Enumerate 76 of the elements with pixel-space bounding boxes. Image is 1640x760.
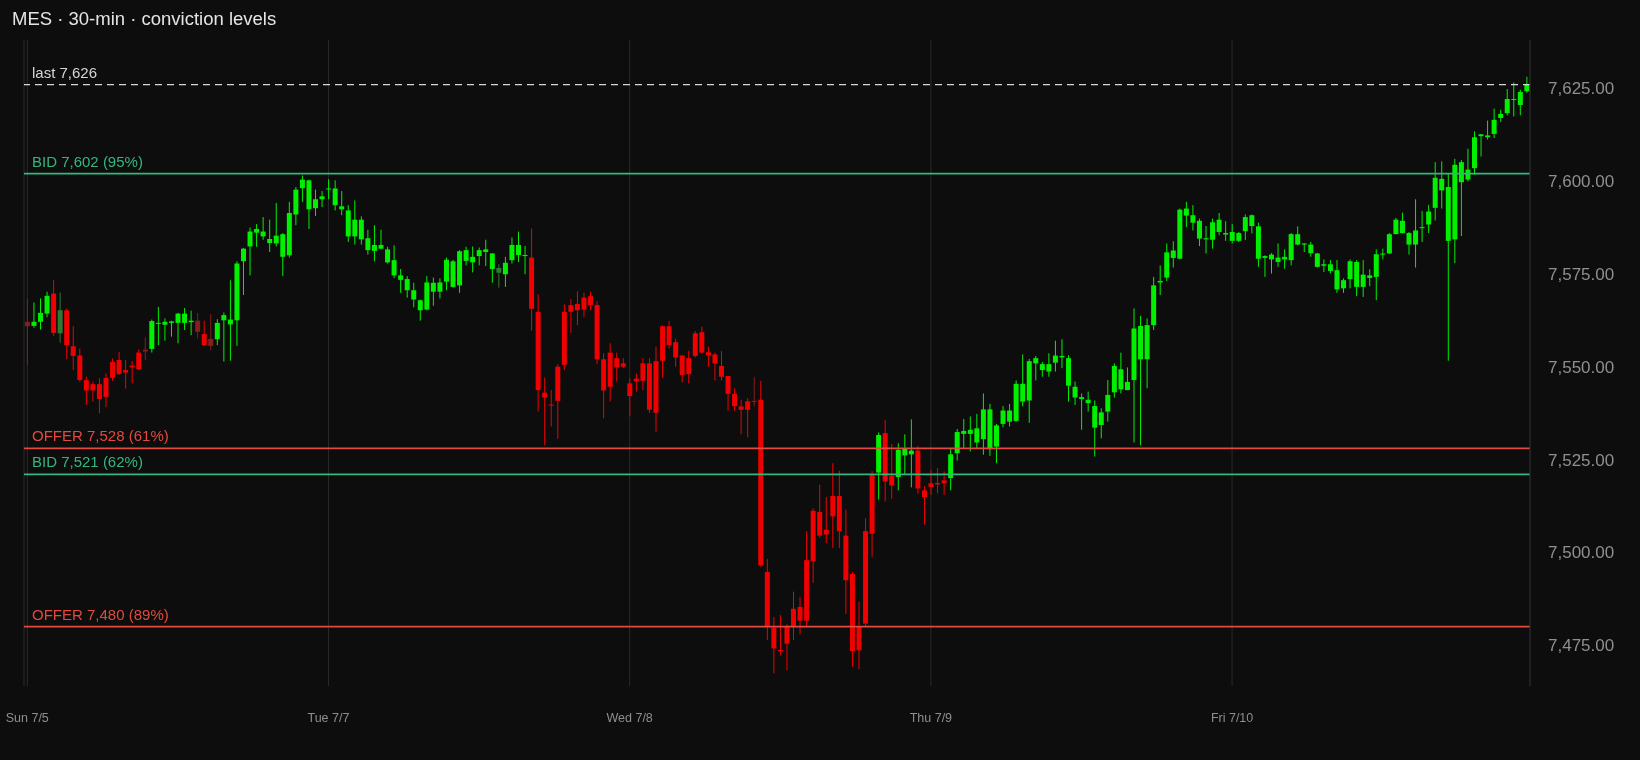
candlestick <box>70 325 76 371</box>
x-tick-label: Sun 7/5 <box>5 710 49 725</box>
candlestick <box>319 190 325 208</box>
ref-line-label: BID 7,521 (62%) <box>32 453 143 471</box>
candlestick <box>391 244 397 279</box>
x-tick-label: Thu 7/9 <box>909 710 953 725</box>
y-tick-label: 7,475.00 <box>1548 636 1615 656</box>
candlestick <box>1098 407 1104 439</box>
candlestick <box>489 252 495 284</box>
ref-line-label: last 7,626 <box>32 63 98 81</box>
candlestick <box>496 263 502 289</box>
candlestick <box>1386 232 1392 255</box>
ref-line-label: BID 7,602 (95%) <box>32 152 143 170</box>
x-tick-label: Fri 7/10 <box>1210 710 1254 725</box>
candlestick <box>38 297 44 331</box>
x-tick-label: Tue 7/7 <box>307 710 350 725</box>
candlestick <box>725 375 731 412</box>
ref-line-label: OFFER 7,480 (89%) <box>32 605 169 623</box>
candlestick <box>1092 400 1098 458</box>
chart-title: MES · 30-min · conviction levels <box>12 8 277 30</box>
candlestick <box>718 350 724 381</box>
candlestick <box>921 485 927 526</box>
candlestick <box>398 268 404 294</box>
candlestick <box>568 298 574 334</box>
candlestick <box>771 616 777 674</box>
candlestick <box>411 282 417 308</box>
candlestick <box>443 257 449 291</box>
candlestick <box>548 389 554 427</box>
candlestick <box>509 237 515 264</box>
candlestick <box>31 301 37 329</box>
candlestick <box>208 313 214 351</box>
candlestick <box>1216 212 1222 236</box>
candlestick <box>214 318 220 346</box>
candlestick <box>1223 220 1229 242</box>
candlestick <box>404 275 410 299</box>
candlestick <box>267 219 273 253</box>
candlestick <box>339 190 345 216</box>
ref-line-label: OFFER 7,528 (61%) <box>32 427 169 445</box>
candlestick <box>1419 210 1425 243</box>
candlestick <box>332 179 338 211</box>
candlestick <box>24 297 30 366</box>
candlestick <box>195 312 201 339</box>
candlestick <box>627 377 633 417</box>
candlestick <box>1524 76 1530 94</box>
candlestick <box>941 470 947 496</box>
y-tick-label: 7,550.00 <box>1548 357 1615 377</box>
x-tick-label: Wed 7/8 <box>606 710 653 725</box>
candlestick <box>1105 379 1111 423</box>
candlestick <box>516 231 521 263</box>
candlestick <box>313 189 319 217</box>
candlestick <box>830 462 836 549</box>
candlestick <box>1491 108 1497 139</box>
y-tick-label: 7,600.00 <box>1548 172 1615 192</box>
candlestick <box>542 376 548 446</box>
y-tick-label: 7,575.00 <box>1548 264 1615 284</box>
candlestick <box>44 291 50 318</box>
y-tick-label: 7,625.00 <box>1548 79 1615 99</box>
candlestick <box>588 291 594 311</box>
candlestick <box>326 178 332 200</box>
candlestick <box>994 423 999 464</box>
candlestick <box>201 320 207 347</box>
candlestick <box>221 312 227 363</box>
candlestick <box>1426 204 1432 234</box>
candlestick <box>241 247 246 296</box>
candlestick <box>823 496 829 544</box>
candlestick <box>948 447 954 491</box>
candlestick <box>1517 89 1523 116</box>
candlestick <box>502 256 508 288</box>
candlestick <box>57 291 63 344</box>
candlestick <box>732 387 738 412</box>
y-tick-label: 7,525.00 <box>1548 450 1615 470</box>
candlestick <box>791 591 797 641</box>
candlestick <box>784 623 790 671</box>
y-tick-label: 7,500.00 <box>1548 543 1615 563</box>
candlestick <box>110 358 116 382</box>
candlestick <box>1196 218 1202 247</box>
